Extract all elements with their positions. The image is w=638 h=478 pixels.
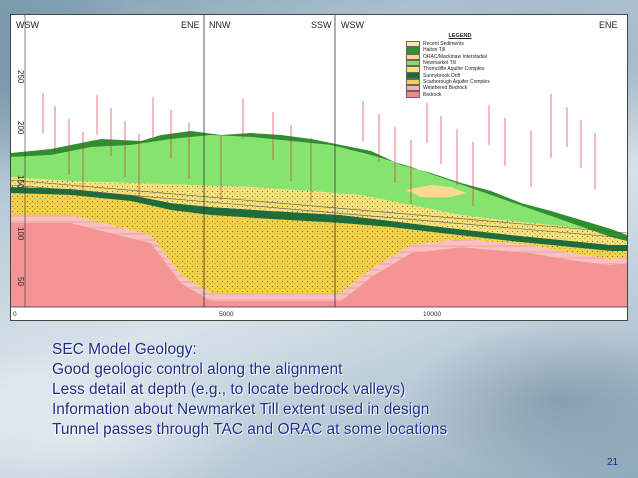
- bullet-line: Tunnel passes through TAC and ORAC at so…: [52, 421, 448, 438]
- legend-label: Recent Sediments: [423, 41, 464, 48]
- legend-label: Thorncliffe Aquifer Complex: [423, 66, 485, 73]
- bullet-line: Good geologic control along the alignmen…: [52, 361, 343, 378]
- legend-label: Bedrock: [423, 91, 442, 98]
- direction-label: NNW: [209, 20, 231, 30]
- direction-label: WSW: [341, 20, 364, 30]
- tunnel-alignment-lower: [11, 184, 627, 239]
- x-tick-label: 0: [13, 311, 17, 318]
- legend-swatch: [406, 53, 420, 60]
- orac-layer: [406, 185, 466, 197]
- legend-swatch: [406, 84, 420, 92]
- legend-label: ORAC/Mackinaw Interstadial: [423, 53, 487, 60]
- direction-label: ENE: [599, 20, 618, 30]
- legend-item: Newmarket Till: [406, 59, 514, 67]
- legend-swatch: [406, 72, 420, 79]
- newmarket-till-layer: [11, 135, 627, 241]
- y-tick-label: 250: [16, 70, 25, 84]
- legend-label: Sunnybrook Drift: [423, 72, 461, 79]
- legend-item: Bedrock: [406, 91, 514, 98]
- bullet-line: Information about Newmarket Till extent …: [52, 401, 430, 418]
- legend-swatch: [406, 78, 420, 86]
- bullet-text: SEC Model Geology: Good geologic control…: [52, 340, 572, 440]
- legend-label: Halton Till: [423, 47, 445, 54]
- direction-label: ENE: [181, 20, 200, 30]
- legend-item: Halton Till: [406, 47, 514, 54]
- legend-item: Weathered Bedrock: [406, 84, 514, 92]
- y-tick-label: 100: [16, 227, 25, 241]
- legend-item: Recent Sediments: [406, 40, 514, 48]
- tunnel-alignment: [11, 179, 627, 234]
- legend-swatch: [406, 91, 420, 98]
- x-tick-label: 10000: [423, 311, 442, 318]
- legend-swatch: [406, 40, 420, 48]
- bedrock-layer: [11, 223, 627, 307]
- legend-title: LEGEND: [448, 33, 472, 39]
- legend-label: Weathered Bedrock: [423, 85, 468, 92]
- slide-number: 21: [607, 457, 619, 468]
- y-tick-label: 150: [16, 175, 25, 189]
- legend-label: Scarborough Aquifer Complex: [423, 78, 490, 85]
- legend-item: ORAC/Mackinaw Interstadial: [406, 53, 514, 60]
- y-tick-label: 50: [16, 277, 25, 286]
- y-tick-label: 200: [16, 121, 25, 135]
- direction-label: WSW: [16, 20, 39, 30]
- legend-swatch: [406, 47, 420, 54]
- geologic-cross-section: WSW ENE NNW SSW WSW ENE 250 200 150 100 …: [10, 14, 628, 321]
- bullet-line: Less detail at depth (e.g., to locate be…: [52, 381, 406, 398]
- direction-label: SSW: [311, 20, 332, 30]
- bullet-line: SEC Model Geology:: [52, 341, 197, 358]
- x-tick-label: 5000: [219, 311, 234, 318]
- legend: LEGEND Recent Sediments Halton Till ORAC…: [406, 33, 514, 98]
- sunnybrook-drift-layer: [11, 187, 627, 251]
- legend-swatch: [406, 59, 420, 67]
- legend-item: Thorncliffe Aquifer Complex: [406, 66, 514, 73]
- aquifer-texture: [11, 177, 627, 245]
- cross-section-drawing: [11, 15, 627, 308]
- legend-label: Newmarket Till: [423, 60, 456, 67]
- legend-swatch: [406, 66, 420, 73]
- borehole-markers: [42, 93, 596, 206]
- legend-item: Scarborough Aquifer Complex: [406, 78, 514, 86]
- legend-item: Sunnybrook Drift: [406, 72, 514, 79]
- aquifer-texture: [11, 193, 627, 293]
